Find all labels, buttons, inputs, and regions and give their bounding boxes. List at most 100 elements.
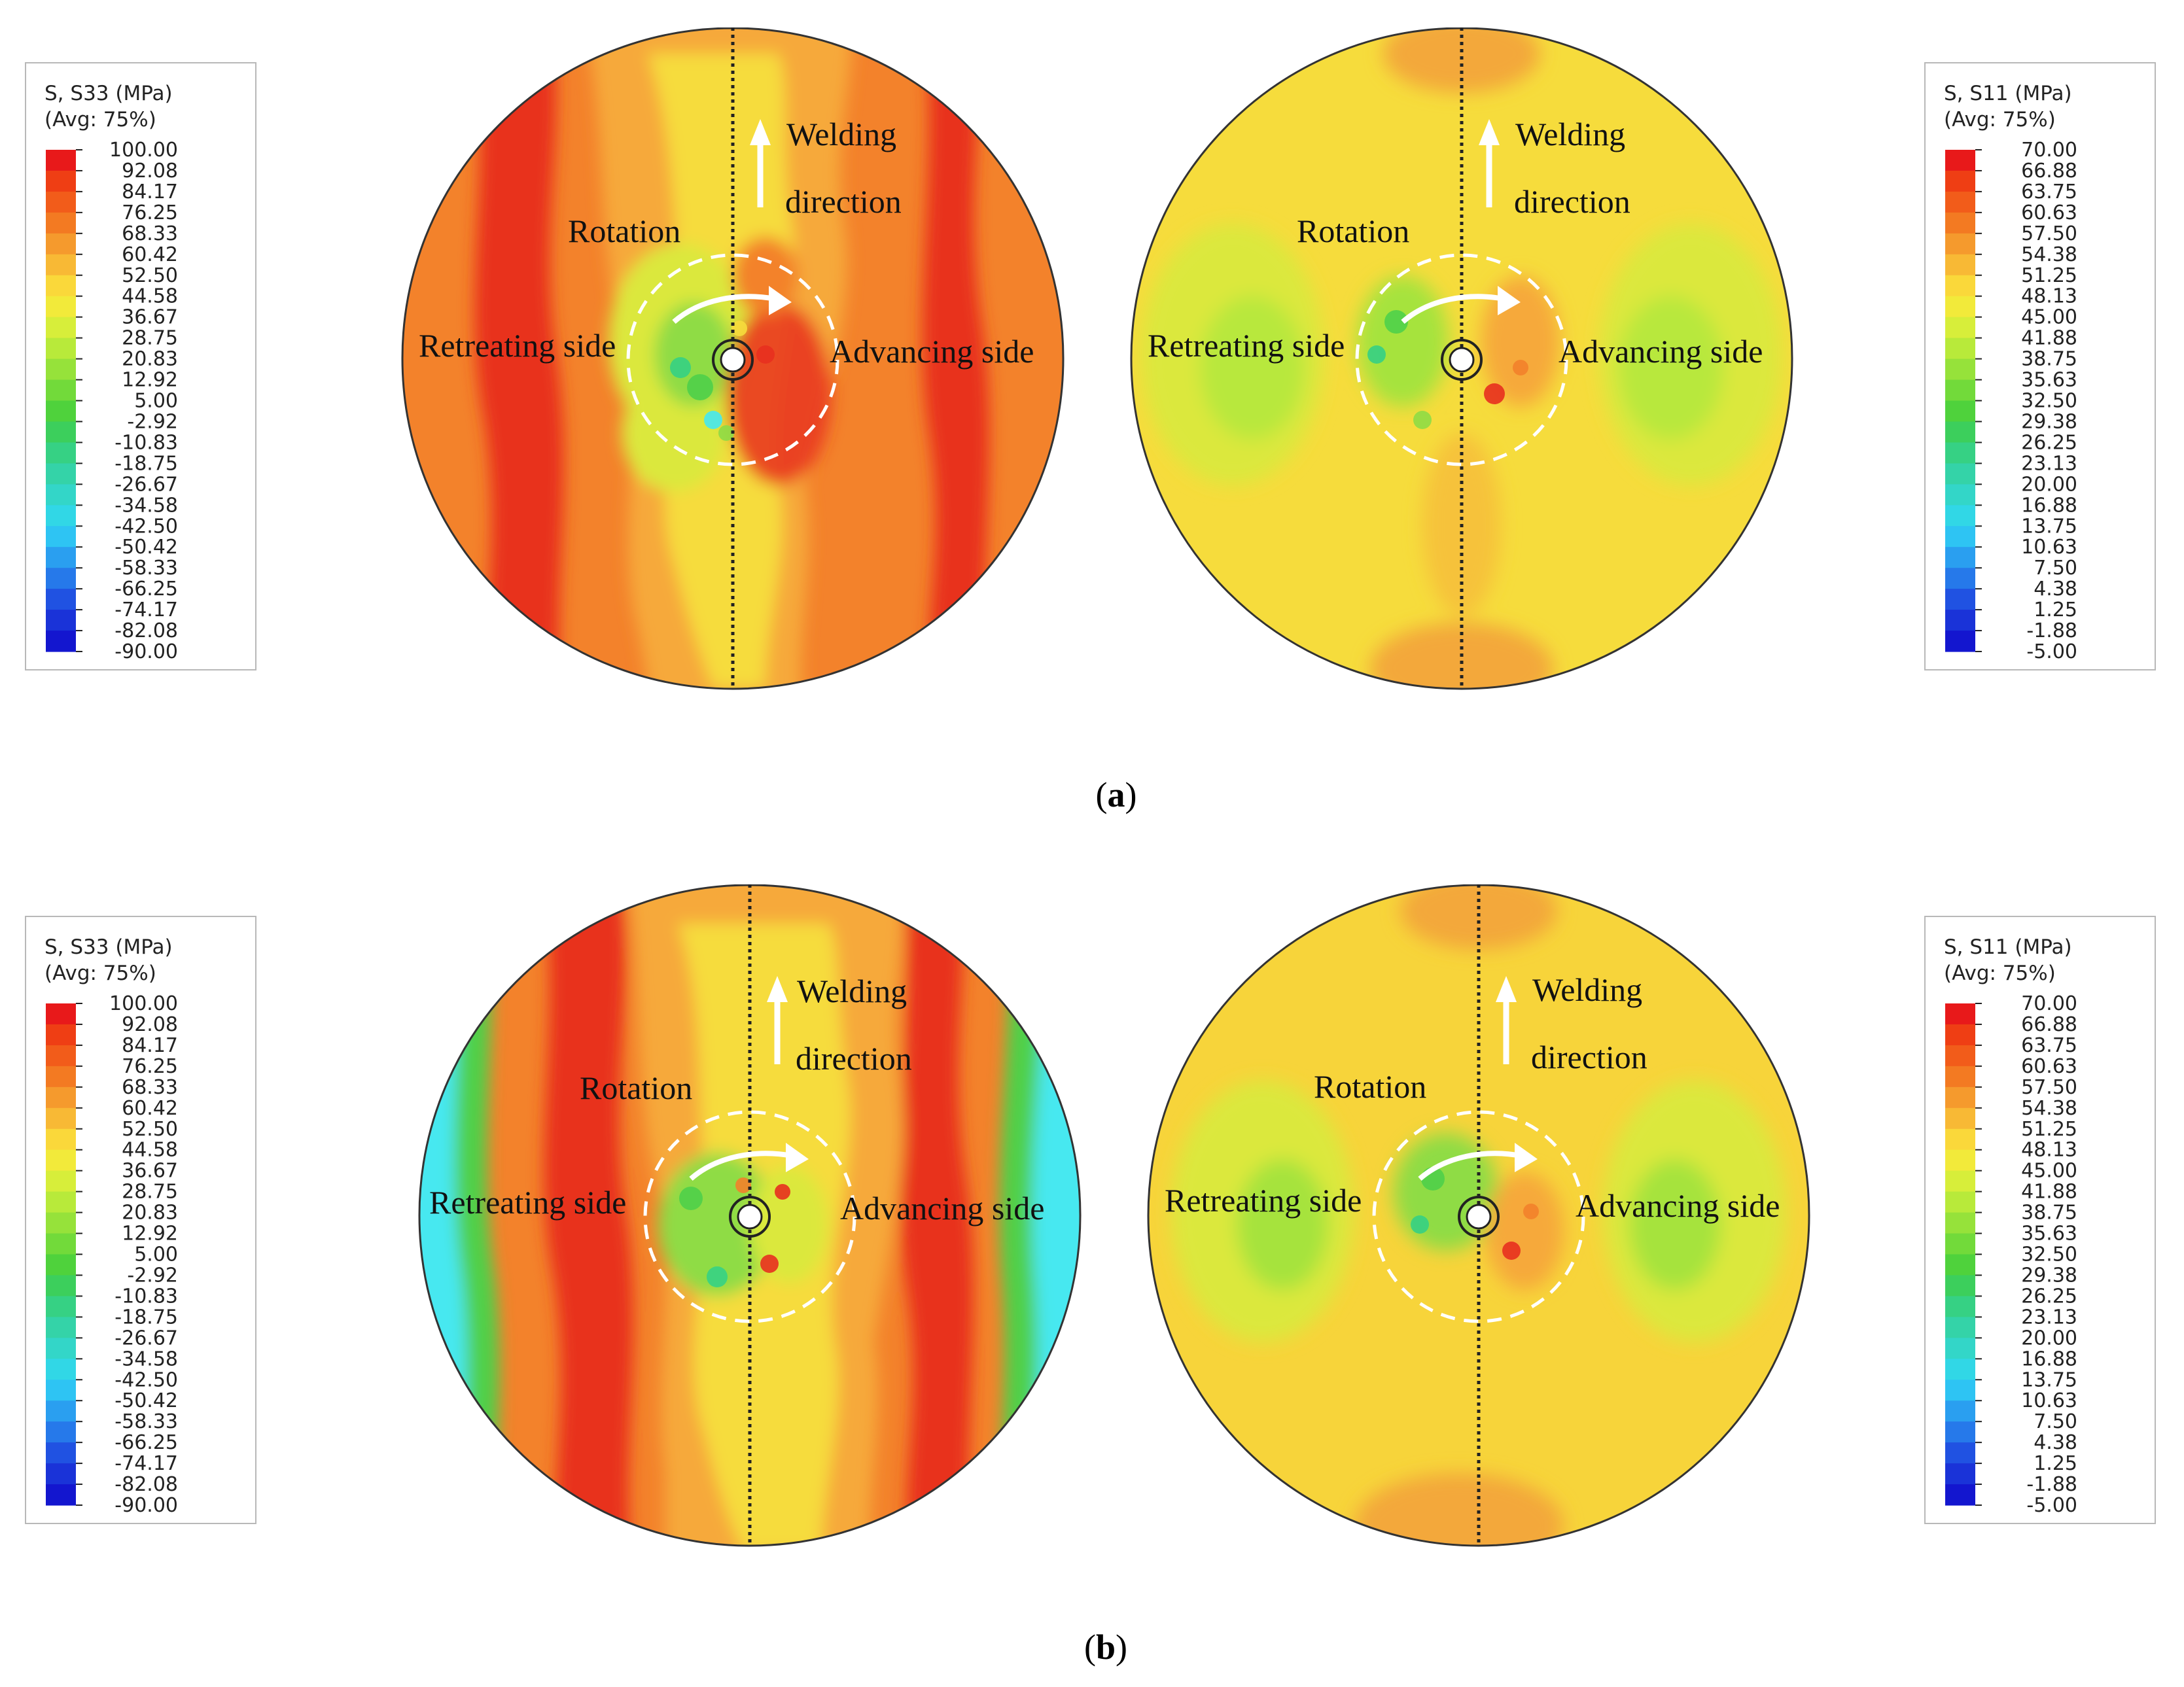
- colorbar-tick-label: 10.63: [2021, 536, 2077, 559]
- colorbar-tick-label: 23.13: [2021, 452, 2077, 475]
- colorbar-swatch: [46, 505, 76, 527]
- colorbar-swatch: [46, 1066, 76, 1088]
- colorbar-tick-label: -42.50: [114, 515, 178, 538]
- colorbar-swatch: [46, 317, 76, 339]
- colorbar-tick-label: 20.00: [2021, 1327, 2077, 1349]
- colorbar-swatch: [46, 484, 76, 506]
- colorbar-tick-label: 48.13: [2021, 1139, 2077, 1162]
- colorbar-tick-label: -58.33: [114, 1410, 178, 1433]
- colorbar-tick-label: 10.63: [2021, 1389, 2077, 1412]
- colorbar-swatch: [46, 150, 76, 171]
- direction-label: direction: [1531, 1039, 1647, 1075]
- colorbar-tick-label: 16.88: [2021, 494, 2077, 517]
- colorbar: 70.0066.8863.7560.6357.5054.3851.2548.13…: [1945, 992, 2077, 1517]
- colorbar-tick-label: -2.92: [127, 410, 178, 433]
- colorbar-tick-label: 70.00: [2021, 139, 2077, 162]
- colorbar-swatch: [46, 296, 76, 318]
- colorbar-swatch: [46, 1338, 76, 1359]
- colorbar-swatch: [1945, 1045, 1975, 1067]
- colorbar-swatch: [1945, 1024, 1975, 1046]
- welding-label: Welding: [1515, 116, 1625, 152]
- advancing-side-label: Advancing side: [1576, 1187, 1780, 1224]
- direction-label: direction: [1514, 183, 1630, 220]
- colorbar-swatch: [1945, 1380, 1975, 1401]
- colorbar-tick-label: 92.08: [122, 160, 178, 183]
- colorbar-swatch: [1945, 1128, 1975, 1151]
- colorbar-tick-label: 26.25: [2021, 431, 2077, 454]
- colorbar-tick-label: 32.50: [2021, 390, 2077, 413]
- colorbar-swatch: [1945, 1149, 1975, 1172]
- colorbar-swatch: [1945, 1212, 1975, 1234]
- colorbar-tick-label: 60.42: [122, 1097, 178, 1120]
- colorbar-swatch: [46, 589, 76, 610]
- colorbar-tick-label: -66.25: [114, 1431, 178, 1454]
- contour-plate-s33-a: Welding direction Rotation Retreating si…: [399, 27, 1066, 701]
- colorbar-tick-label: 20.00: [2021, 473, 2077, 496]
- colorbar-swatch: [46, 170, 76, 192]
- colorbar-swatch: [1945, 610, 1975, 631]
- legend-title-line2: (Avg: 75%): [44, 962, 156, 985]
- caption-a-letter: a: [1107, 775, 1125, 814]
- colorbar-swatch: [1945, 1338, 1975, 1359]
- colorbar-swatch: [1945, 296, 1975, 318]
- retreating-side-label: Retreating side: [419, 327, 616, 364]
- colorbar-tick-label: 41.88: [2021, 327, 2077, 350]
- colorbar-swatch: [46, 1359, 76, 1380]
- colorbar-tick-label: 5.00: [134, 390, 178, 413]
- legend-title: S, S11 (MPa) (Avg: 75%): [1944, 80, 2072, 133]
- caption-b-letter: b: [1095, 1627, 1116, 1667]
- colorbar-tick-label: 16.88: [2021, 1348, 2077, 1370]
- colorbar-swatch: [46, 1442, 76, 1464]
- colorbar-tick-label: 12.92: [122, 1223, 178, 1245]
- colorbar-swatch: [1945, 1107, 1975, 1130]
- legend-s33-a: S, S33 (MPa) (Avg: 75%) 100.00 92.08 84.17…: [25, 62, 256, 670]
- colorbar-swatch: [46, 1296, 76, 1317]
- colorbar-tick-label: 44.58: [122, 285, 178, 308]
- colorbar-tick-label: 66.88: [2021, 1013, 2077, 1036]
- colorbar-tick-label: -66.25: [114, 578, 178, 600]
- colorbar-swatch: [46, 233, 76, 255]
- legend-title: S, S33 (MPa) (Avg: 75%): [44, 80, 173, 133]
- rotation-label: Rotation: [1314, 1068, 1426, 1105]
- colorbar-swatch: [46, 338, 76, 360]
- colorbar-swatch: [46, 212, 76, 234]
- colorbar-tick-label: -50.42: [114, 1389, 178, 1412]
- retreating-side-label: Retreating side: [429, 1184, 626, 1221]
- colorbar-tick-label: 35.63: [2021, 369, 2077, 392]
- colorbar: 100.0092.0884.1776.2568.3360.4252.5044.5…: [46, 992, 178, 1517]
- colorbar-swatch: [1945, 442, 1975, 464]
- colorbar-tick-label: 29.38: [2021, 1264, 2077, 1287]
- advancing-side-label: Advancing side: [840, 1190, 1044, 1226]
- colorbar-swatch: [46, 1233, 76, 1255]
- rotation-label: Rotation: [580, 1070, 692, 1106]
- colorbar-swatch: [46, 1254, 76, 1276]
- colorbar-swatch: [1945, 631, 1975, 652]
- colorbar-tick-label: 57.50: [2021, 222, 2077, 245]
- colorbar-swatch: [1945, 463, 1975, 485]
- advancing-side-label: Advancing side: [1559, 333, 1763, 370]
- colorbar-tick-label: 60.63: [2021, 1055, 2077, 1078]
- colorbar-swatch: [1945, 254, 1975, 276]
- colorbar-swatch: [1945, 1359, 1975, 1380]
- colorbar-tick-label: 70.00: [2021, 992, 2077, 1015]
- colorbar-swatch: [46, 1087, 76, 1109]
- colorbar-swatch: [46, 275, 76, 297]
- colorbar-tick-label: 13.75: [2021, 1368, 2077, 1391]
- colorbar-tick-label: 68.33: [122, 222, 178, 245]
- colorbar-tick-label: -90.00: [114, 1494, 178, 1517]
- colorbar-tick-label: -10.83: [114, 431, 178, 454]
- colorbar-tick-label: 51.25: [2021, 264, 2077, 287]
- legend-title: S, S11 (MPa) (Avg: 75%): [1944, 934, 2072, 986]
- colorbar-tick-label: 45.00: [2021, 306, 2077, 329]
- colorbar-swatch: [1945, 1296, 1975, 1317]
- colorbar-tick-label: -10.83: [114, 1285, 178, 1308]
- colorbar-swatch: [1945, 212, 1975, 234]
- colorbar-swatch: [1945, 1254, 1975, 1276]
- colorbar-tick-label: 1.25: [2034, 599, 2077, 621]
- contour-plate-s11-b: Welding direction Rotation Retreating si…: [1145, 884, 1812, 1558]
- colorbar-tick-label: 54.38: [2021, 243, 2077, 266]
- colorbar-tick-label: 23.13: [2021, 1306, 2077, 1329]
- colorbar-tick-label: 7.50: [2034, 557, 2077, 580]
- colorbar-swatch: [46, 421, 76, 443]
- colorbar-tick-label: 1.25: [2034, 1452, 2077, 1475]
